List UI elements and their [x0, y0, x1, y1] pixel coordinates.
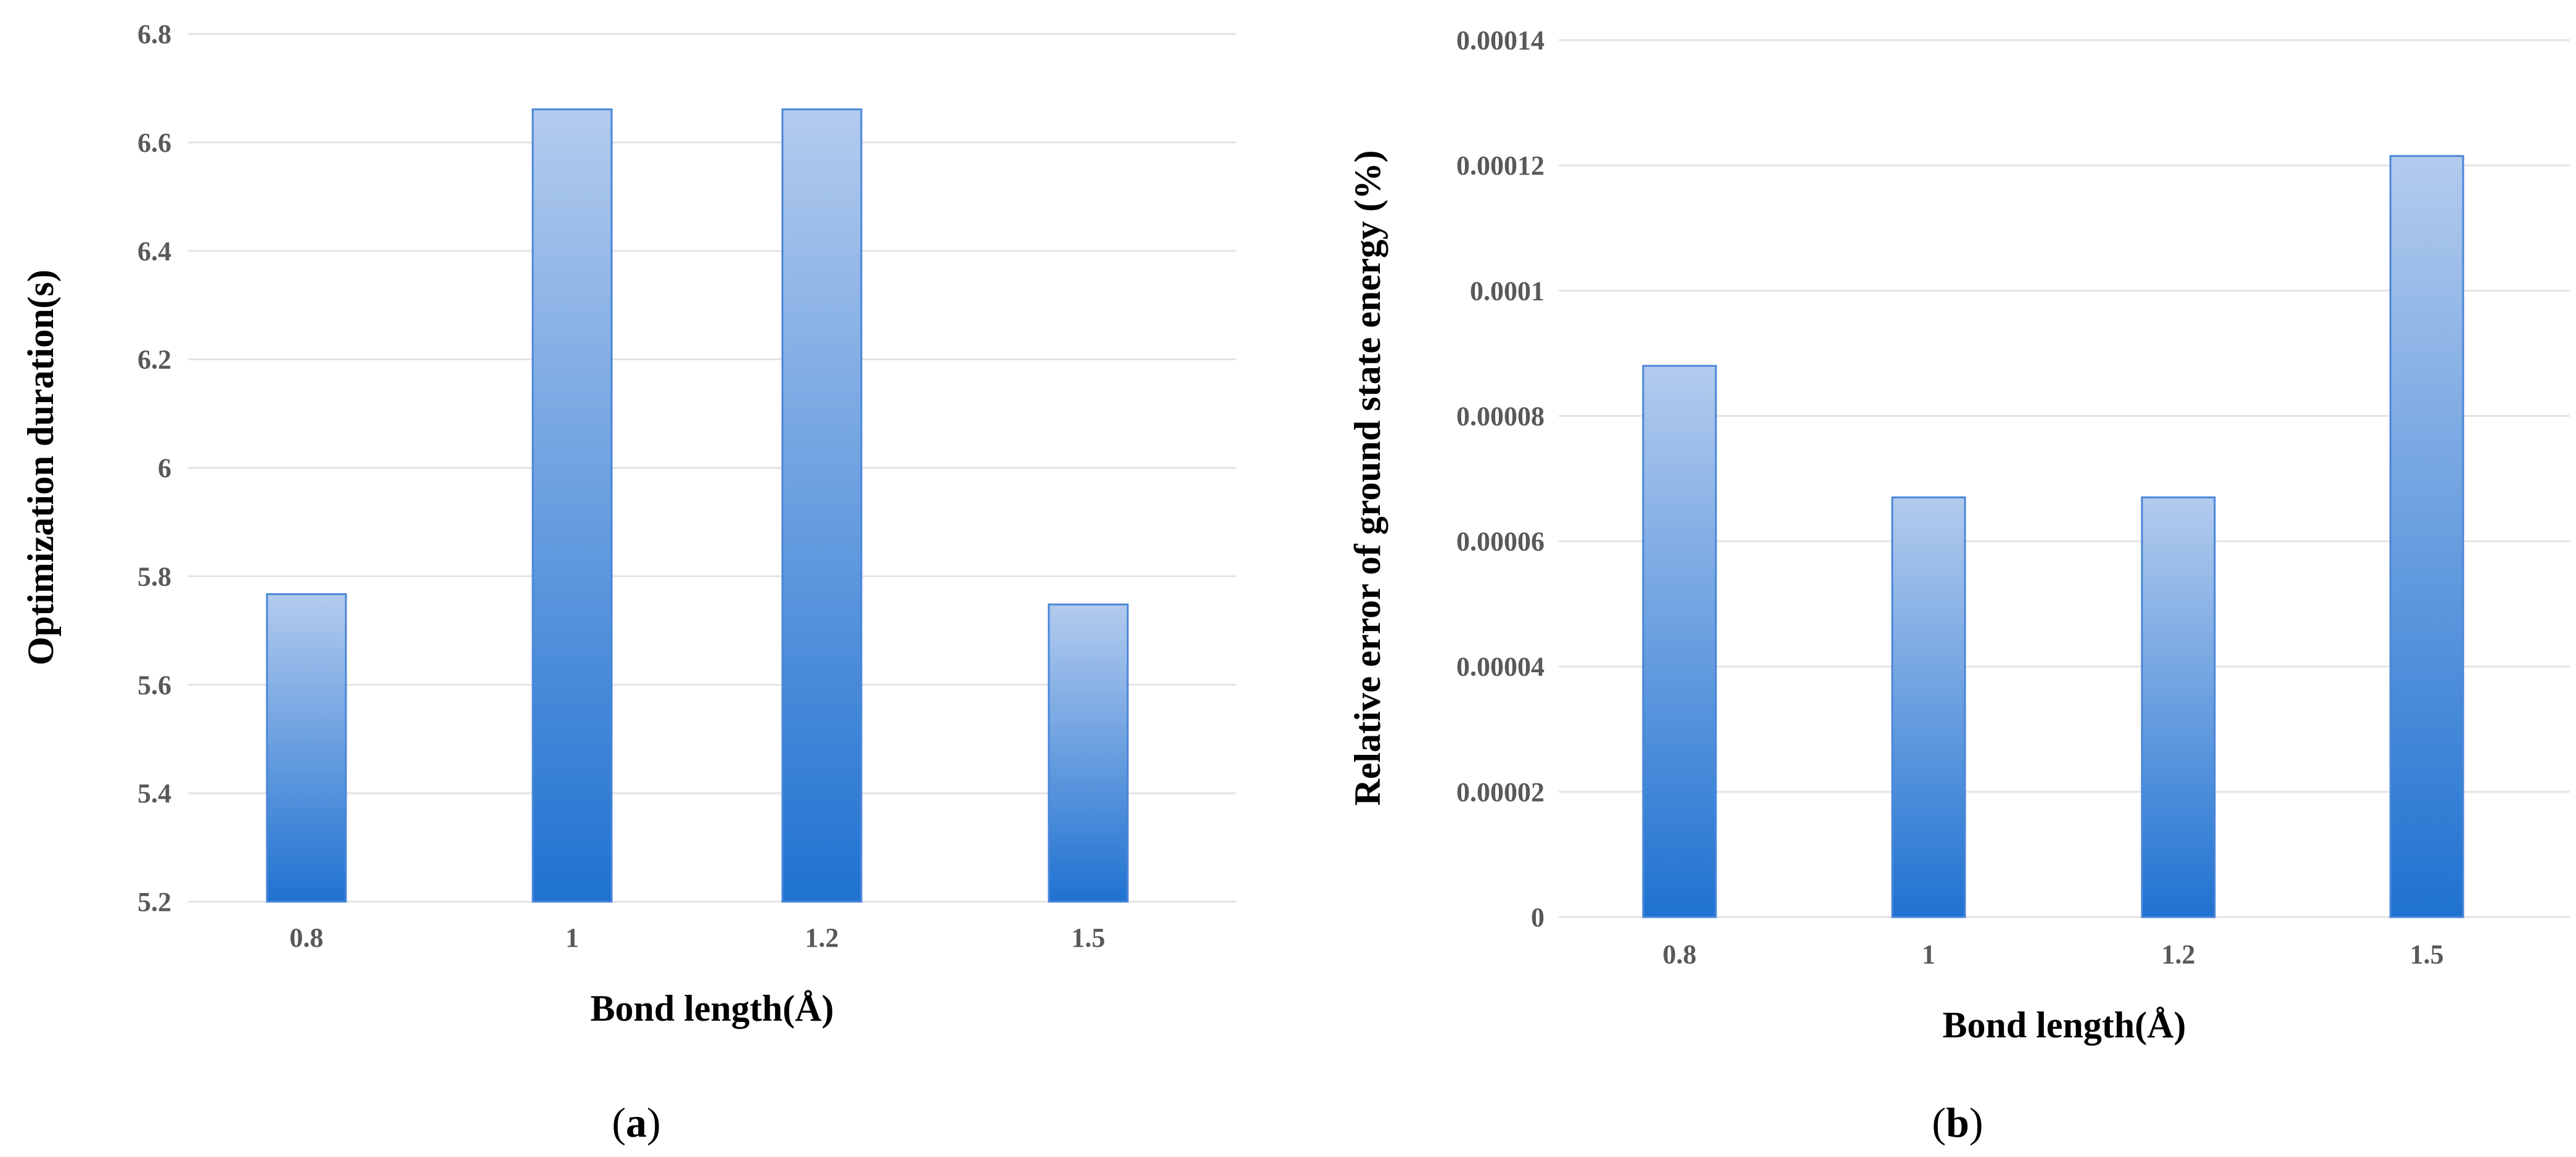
x-tick-label: 1.5 — [1072, 923, 1105, 953]
y-tick-label: 0.00002 — [1456, 777, 1544, 807]
y-tick-label: 0.00008 — [1456, 401, 1544, 431]
bar — [781, 108, 863, 903]
y-tick-label: 6.4 — [137, 236, 171, 266]
y-tick-label: 6.6 — [137, 128, 171, 158]
y-tick-label: 0 — [1531, 902, 1544, 933]
x-axis-title: Bond length(Å) — [1942, 1005, 2186, 1045]
panel-label: (a) — [612, 1099, 660, 1146]
y-tick-label: 6.2 — [137, 345, 171, 375]
x-tick-label: 1.5 — [2410, 939, 2444, 970]
y-tick-label: 0.00004 — [1456, 652, 1544, 682]
y-tick-label: 5.2 — [137, 887, 171, 917]
x-tick-label: 1.2 — [2162, 939, 2196, 970]
y-axis-title: Relative error of ground state energy (%… — [1347, 150, 1388, 805]
bar — [1891, 496, 1966, 918]
y-tick-label: 5.4 — [137, 778, 171, 809]
x-tick-label: 0.8 — [1663, 939, 1697, 970]
y-tick-label: 5.8 — [137, 561, 171, 591]
y-tick-label: 0.00012 — [1456, 150, 1544, 181]
bar — [266, 593, 347, 903]
bar — [1048, 603, 1129, 903]
chart-panel-a: 5.2 5.4 5.6 5.8 6 6.2 6.4 6.6 6.8 0.8 1 1.2 1.5 Bond … — [20, 19, 1236, 1146]
chart-panel-b: 0 0.00002 0.00004 0.00006 0.00008 0.0001 0.000… — [1347, 25, 2570, 1146]
x-tick-label: 0.8 — [290, 923, 324, 953]
y-tick-label: 0.0001 — [1470, 276, 1544, 306]
x-tick-label: 1 — [1922, 939, 1935, 970]
bar — [1642, 364, 1717, 918]
x-tick-label: 1.2 — [805, 923, 839, 953]
x-axis-title: Bond length(Å) — [590, 988, 834, 1029]
y-tick-label: 0.00006 — [1456, 527, 1544, 557]
bar — [2389, 155, 2464, 918]
bar — [531, 108, 613, 903]
y-tick-label: 5.6 — [137, 670, 171, 700]
y-axis-title: Optimization duration(s) — [20, 270, 61, 665]
y-tick-label: 6.8 — [137, 19, 171, 49]
bar — [2141, 496, 2216, 918]
y-tick-label: 6 — [158, 453, 171, 484]
y-tick-label: 0.00014 — [1456, 25, 1544, 56]
panel-label: (b) — [1932, 1099, 1983, 1146]
x-tick-label: 1 — [565, 923, 579, 953]
